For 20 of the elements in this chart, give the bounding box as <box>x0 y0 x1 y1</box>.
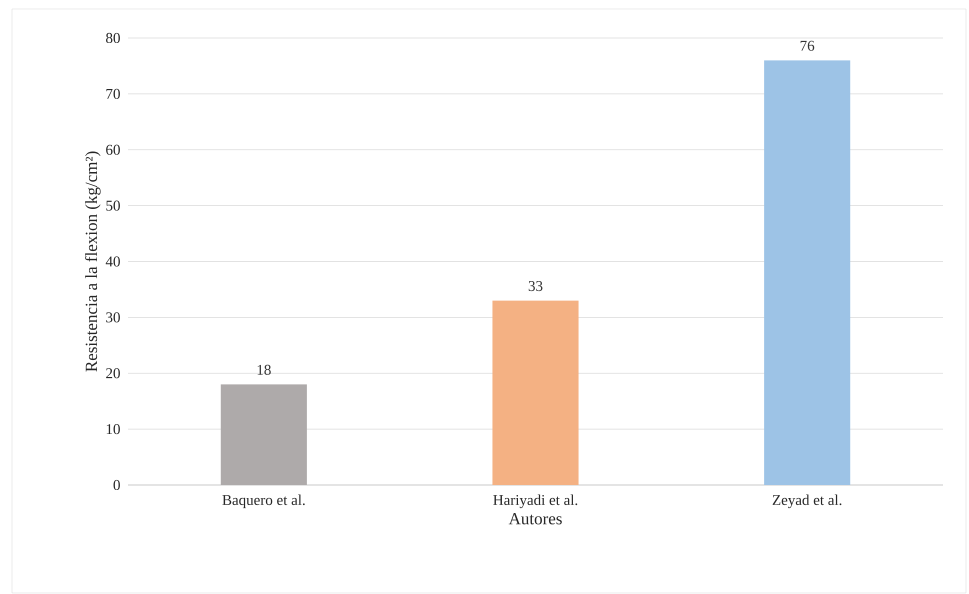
y-tick-label: 30 <box>106 312 120 322</box>
x-tick-label: Baquero et al. <box>222 494 305 508</box>
x-axis-title: Autores <box>508 513 562 524</box>
data-label: 18 <box>258 364 271 375</box>
y-tick-label: 60 <box>106 144 120 155</box>
y-tick-label: 0 <box>114 480 120 490</box>
y-tick-label: 70 <box>106 88 120 99</box>
y-tick-label: 10 <box>106 424 120 434</box>
x-tick-label: Hariyadi et al. <box>493 494 578 508</box>
bar <box>764 60 850 485</box>
bar <box>220 384 307 485</box>
x-tick-label: Zeyad et al. <box>772 494 842 508</box>
y-axis-title: Resistencia a la flexion (kg/cm²) <box>84 152 101 372</box>
y-tick-label: 40 <box>106 256 120 267</box>
data-label: 33 <box>528 280 542 292</box>
y-tick-label: 80 <box>106 32 120 44</box>
bar <box>492 300 579 485</box>
y-tick-label: 50 <box>106 200 120 211</box>
y-tick-label: 20 <box>106 368 120 378</box>
data-label: 76 <box>800 40 814 51</box>
